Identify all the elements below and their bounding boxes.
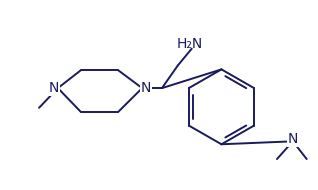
Text: N: N: [288, 132, 298, 146]
Text: N: N: [49, 81, 59, 95]
Text: N: N: [141, 81, 151, 95]
Text: H₂N: H₂N: [176, 37, 203, 51]
